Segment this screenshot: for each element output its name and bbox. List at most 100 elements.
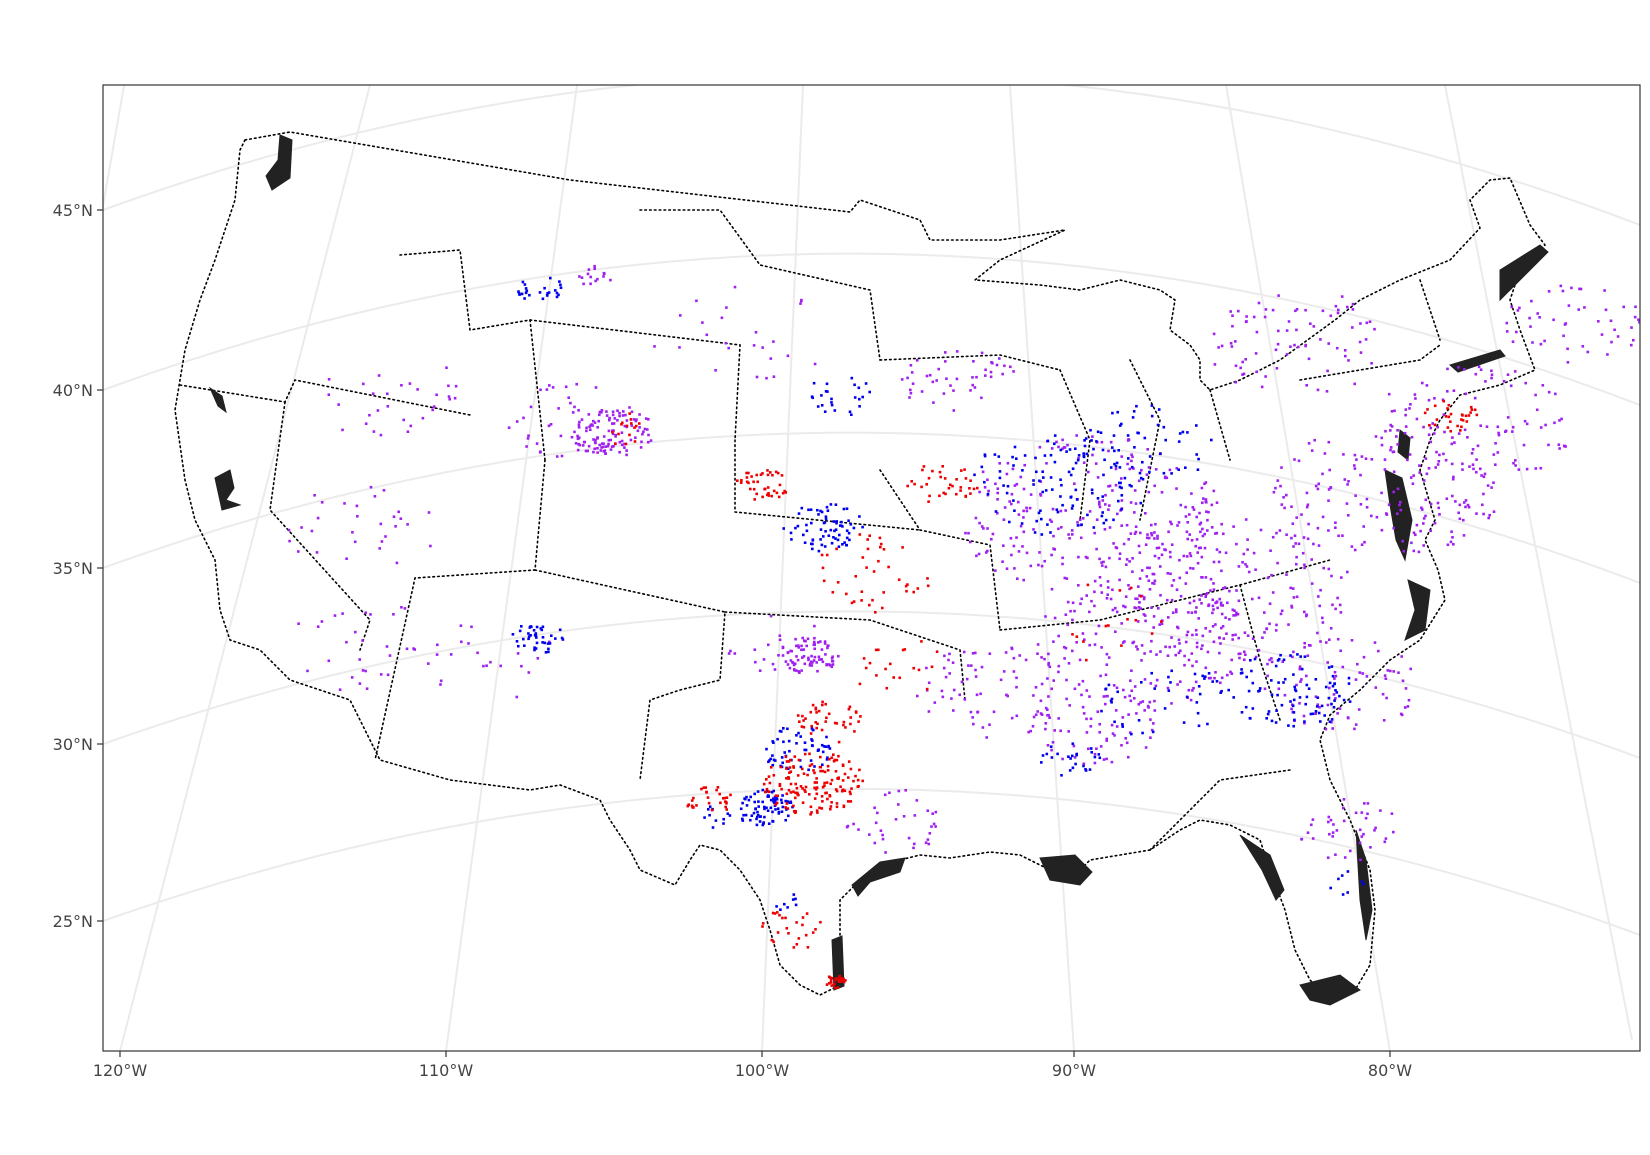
map-point	[601, 445, 605, 449]
map-point	[1229, 310, 1232, 313]
map-point	[1362, 525, 1365, 528]
map-point	[1104, 687, 1108, 691]
map-point	[972, 722, 975, 726]
map-point	[1633, 315, 1637, 319]
map-point	[431, 408, 434, 412]
map-point	[1529, 325, 1532, 328]
map-point	[913, 482, 916, 486]
map-point	[1255, 370, 1259, 374]
map-point	[767, 492, 770, 495]
map-point	[1311, 712, 1315, 716]
map-point	[791, 661, 795, 665]
map-point	[1105, 663, 1109, 666]
map-point	[1184, 582, 1188, 585]
map-point	[1134, 502, 1138, 505]
map-point	[1143, 678, 1147, 681]
map-point	[640, 440, 643, 444]
map-point	[1330, 720, 1333, 724]
map-point	[1275, 531, 1278, 535]
map-point	[771, 819, 774, 823]
tahoe-lakes	[214, 469, 242, 511]
map-point	[1384, 429, 1387, 433]
map-point	[358, 682, 362, 685]
map-point	[770, 790, 774, 794]
map-point	[1219, 603, 1223, 607]
map-point	[1051, 741, 1055, 744]
map-point	[1406, 705, 1410, 708]
map-point	[1445, 497, 1449, 500]
map-point	[1102, 560, 1105, 564]
map-point	[1043, 657, 1046, 661]
map-point	[1209, 589, 1212, 592]
map-point	[358, 658, 361, 661]
map-point	[941, 695, 945, 699]
map-point	[1293, 534, 1297, 537]
map-point	[803, 741, 807, 744]
map-point	[541, 641, 544, 644]
map-point	[1293, 688, 1297, 691]
map-point	[1152, 615, 1156, 618]
map-point	[1293, 718, 1296, 722]
map-point	[794, 669, 798, 672]
map-point	[1471, 463, 1475, 466]
map-point	[1377, 649, 1380, 653]
map-point	[1319, 588, 1322, 592]
map-point	[1236, 612, 1240, 616]
map-point	[846, 800, 850, 803]
map-point	[794, 897, 797, 901]
map-point	[1220, 344, 1224, 348]
map-point	[547, 650, 550, 654]
map-point	[529, 405, 533, 409]
map-point	[1259, 528, 1263, 532]
map-point	[767, 494, 771, 497]
map-point	[343, 502, 346, 505]
map-point	[724, 341, 728, 345]
map-point	[766, 794, 770, 797]
map-point	[529, 625, 532, 628]
map-point	[1047, 661, 1050, 665]
map-point	[784, 660, 788, 663]
map-point	[819, 528, 823, 531]
map-point	[620, 443, 624, 447]
map-point	[972, 360, 975, 363]
map-point	[810, 664, 814, 667]
map-point	[361, 639, 364, 642]
map-point	[830, 403, 834, 407]
map-point	[1454, 500, 1457, 503]
map-point	[850, 787, 853, 790]
map-point	[436, 643, 439, 647]
map-point	[535, 636, 538, 639]
map-point	[1176, 524, 1179, 527]
map-point	[1015, 714, 1019, 718]
map-point	[741, 819, 745, 822]
map-point	[1344, 354, 1347, 358]
map-point	[1396, 512, 1399, 515]
map-point	[898, 676, 901, 680]
map-point	[1345, 502, 1349, 505]
map-point	[809, 710, 813, 714]
map-point	[1098, 500, 1101, 504]
map-point	[843, 772, 847, 776]
map-point	[394, 525, 397, 528]
map-point	[1066, 623, 1069, 627]
map-point	[813, 781, 817, 784]
map-point	[1247, 570, 1251, 574]
map-point	[1541, 384, 1545, 387]
map-point	[1080, 597, 1083, 601]
map-point	[1401, 539, 1404, 543]
map-point	[300, 526, 303, 529]
map-point	[1196, 561, 1200, 565]
map-point	[986, 478, 989, 482]
map-point	[1475, 512, 1478, 515]
map-point	[1148, 566, 1151, 570]
map-point	[807, 768, 810, 772]
map-point	[1184, 505, 1187, 509]
map-point	[1010, 492, 1014, 496]
map-point	[1237, 636, 1240, 640]
map-point	[1630, 326, 1633, 329]
map-point	[837, 980, 841, 983]
map-point	[1011, 455, 1014, 459]
map-point	[780, 474, 784, 477]
map-point	[1285, 493, 1288, 497]
map-point	[593, 447, 596, 451]
